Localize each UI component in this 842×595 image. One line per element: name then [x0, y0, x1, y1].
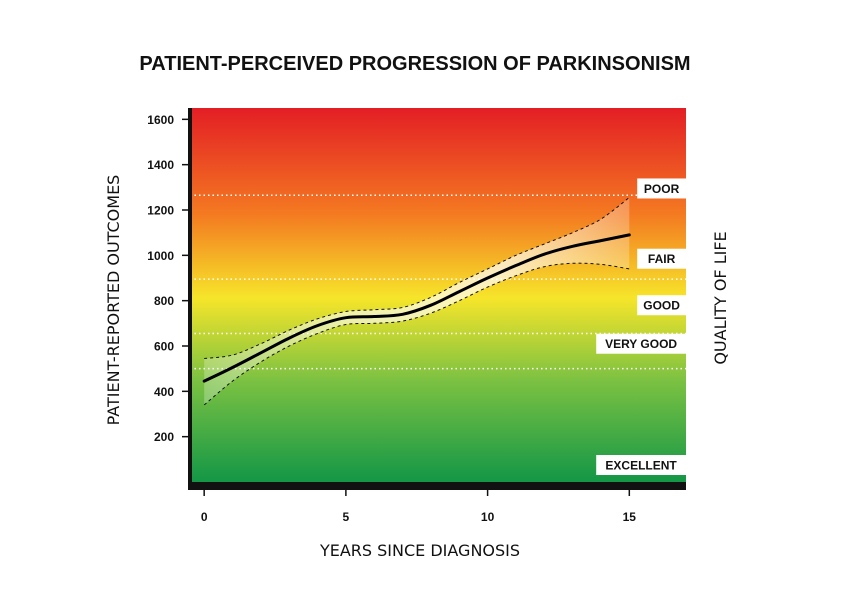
- quality-of-life-labels: POOR FAIR GOOD VERY GOOD EXCELLENT: [596, 178, 686, 475]
- right-axis-title: QUALITY OF LIFE: [711, 231, 730, 364]
- x-tick-label: 5: [343, 510, 350, 524]
- x-tick-label: 15: [623, 510, 637, 524]
- y-tick-label: 1400: [147, 158, 174, 172]
- y-tick-label: 600: [154, 340, 174, 354]
- x-axis-ticks: 0 5 10 15: [201, 490, 636, 524]
- y-tick-label: 1200: [147, 204, 174, 218]
- series-line: [202, 233, 631, 383]
- y-tick-label: 1000: [147, 249, 174, 263]
- chart-title: PATIENT-PERCEIVED PROGRESSION OF PARKINS…: [139, 53, 690, 75]
- qol-label-box: [637, 178, 686, 199]
- y-tick-label: 800: [154, 294, 174, 308]
- lower-bound-line: [203, 262, 630, 406]
- y-tick-label: 200: [154, 430, 174, 444]
- quality-of-life-threshold-lines: [190, 194, 686, 370]
- qol-label: EXCELLENT: [605, 459, 677, 473]
- x-axis-title: YEARS SINCE DIAGNOSIS: [319, 541, 520, 560]
- qol-label-box: [596, 455, 686, 475]
- qol-label-box: [637, 295, 686, 316]
- x-tick-label: 10: [481, 510, 495, 524]
- qol-label-box: [637, 248, 686, 269]
- y-tick-label: 1600: [147, 113, 174, 127]
- y-axis-ticks: 200 400 600 800 1000 1200 1400 1600: [147, 113, 190, 444]
- qol-label: VERY GOOD: [605, 337, 677, 351]
- y-axis-title: PATIENT-REPORTED OUTCOMES: [104, 175, 123, 426]
- qol-label: POOR: [644, 182, 680, 196]
- qol-label: FAIR: [648, 252, 676, 266]
- upper-bound-line: [204, 197, 630, 359]
- y-tick-label: 400: [154, 385, 174, 399]
- qol-label-box: [596, 333, 686, 354]
- x-tick-label: 0: [201, 510, 208, 524]
- qol-label: GOOD: [643, 299, 680, 313]
